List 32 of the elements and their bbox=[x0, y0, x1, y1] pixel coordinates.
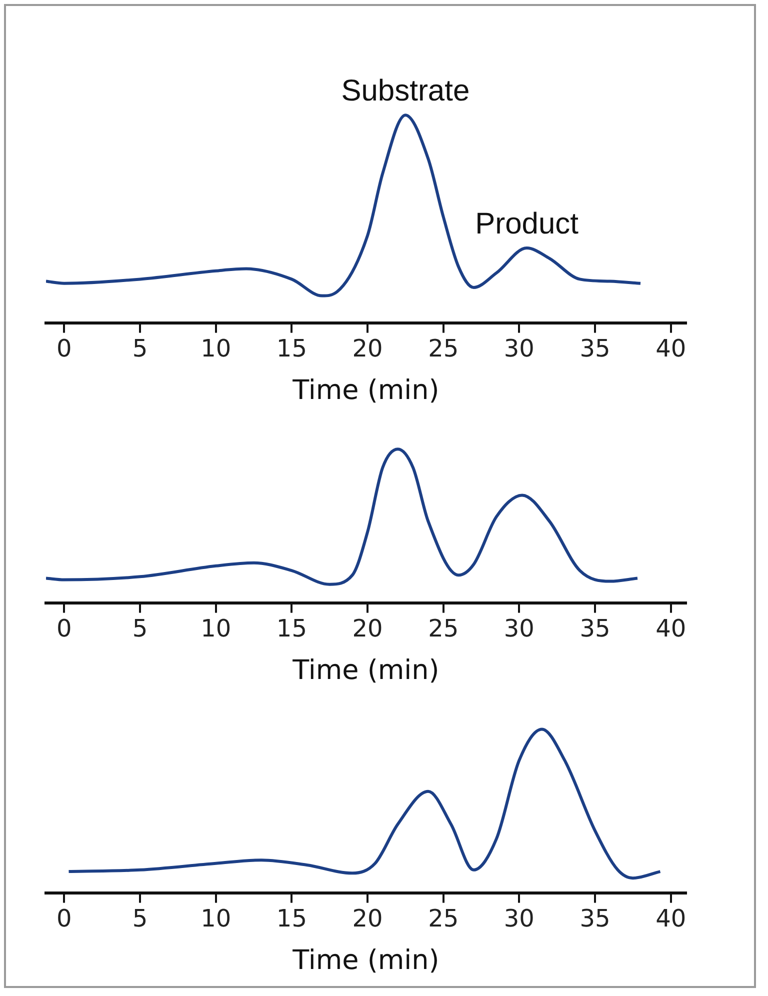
x-tick-label: 20 bbox=[352, 334, 383, 362]
annotation: Substrate bbox=[341, 74, 470, 108]
x-tick-label: 25 bbox=[428, 904, 459, 932]
x-tick-label: 0 bbox=[56, 614, 72, 642]
x-axis-title: Time (min) bbox=[292, 654, 440, 686]
x-tick-label: 35 bbox=[580, 334, 610, 362]
x-tick-label: 40 bbox=[656, 334, 686, 362]
x-tick-label: 15 bbox=[276, 614, 307, 642]
x-tick-label: 5 bbox=[132, 614, 148, 642]
x-tick-label: 10 bbox=[200, 334, 232, 362]
x-tick-label: 25 bbox=[428, 334, 459, 362]
x-tick-label: 15 bbox=[276, 334, 307, 362]
x-tick-label: 5 bbox=[132, 334, 148, 362]
x-tick-label: 0 bbox=[56, 334, 72, 362]
x-tick-label: 30 bbox=[504, 904, 534, 932]
annotation: Product bbox=[475, 207, 580, 240]
x-tick-label: 15 bbox=[276, 904, 307, 932]
x-axis-title: Time (min) bbox=[292, 374, 440, 406]
x-axis-title: Time (min) bbox=[292, 944, 440, 976]
x-tick-label: 10 bbox=[200, 614, 232, 642]
x-tick-label: 35 bbox=[580, 614, 610, 642]
x-tick-label: 20 bbox=[352, 904, 383, 932]
x-tick-label: 40 bbox=[656, 614, 686, 642]
x-tick-label: 25 bbox=[428, 614, 459, 642]
x-tick-label: 35 bbox=[580, 904, 610, 932]
x-tick-label: 40 bbox=[656, 904, 686, 932]
x-tick-label: 30 bbox=[504, 614, 534, 642]
x-tick-label: 5 bbox=[132, 904, 148, 932]
x-tick-label: 0 bbox=[56, 904, 72, 932]
x-tick-label: 20 bbox=[352, 614, 383, 642]
x-tick-label: 10 bbox=[200, 904, 232, 932]
x-tick-label: 30 bbox=[504, 334, 534, 362]
